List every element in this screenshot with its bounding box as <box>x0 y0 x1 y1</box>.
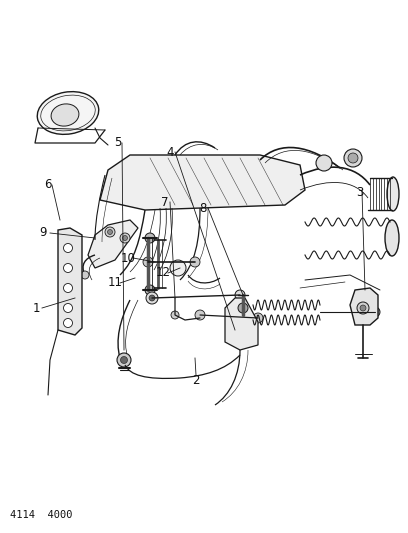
Circle shape <box>344 149 362 167</box>
Text: 4114  4000: 4114 4000 <box>10 510 73 520</box>
Circle shape <box>316 155 332 171</box>
Circle shape <box>360 305 366 311</box>
Circle shape <box>117 353 131 367</box>
Circle shape <box>145 285 155 295</box>
Polygon shape <box>100 155 305 210</box>
Text: 11: 11 <box>107 277 122 289</box>
Text: 8: 8 <box>200 201 207 214</box>
Circle shape <box>348 153 358 163</box>
Circle shape <box>238 303 248 313</box>
Circle shape <box>190 257 200 267</box>
Circle shape <box>253 313 263 323</box>
Text: 2: 2 <box>192 374 200 386</box>
Circle shape <box>357 302 369 314</box>
Circle shape <box>64 319 73 327</box>
Ellipse shape <box>387 177 399 211</box>
Circle shape <box>120 357 127 364</box>
Ellipse shape <box>51 104 79 126</box>
Ellipse shape <box>37 92 99 134</box>
Polygon shape <box>350 288 378 325</box>
Circle shape <box>143 257 153 267</box>
Circle shape <box>81 271 89 279</box>
Circle shape <box>146 292 158 304</box>
Text: 7: 7 <box>161 196 169 208</box>
Circle shape <box>64 284 73 293</box>
Circle shape <box>107 230 113 235</box>
Circle shape <box>64 303 73 312</box>
Circle shape <box>120 233 130 243</box>
Circle shape <box>235 290 245 300</box>
Circle shape <box>64 244 73 253</box>
Circle shape <box>64 263 73 272</box>
Text: 1: 1 <box>32 302 40 314</box>
Circle shape <box>370 307 380 317</box>
Polygon shape <box>225 298 258 350</box>
Text: 6: 6 <box>44 179 52 191</box>
Text: 4: 4 <box>166 146 174 158</box>
Circle shape <box>105 227 115 237</box>
Circle shape <box>195 310 205 320</box>
Text: 10: 10 <box>120 252 135 264</box>
Circle shape <box>170 260 186 276</box>
Ellipse shape <box>385 220 399 256</box>
Circle shape <box>145 233 155 243</box>
Polygon shape <box>88 220 138 268</box>
Text: 9: 9 <box>39 227 47 239</box>
Polygon shape <box>58 228 82 335</box>
Circle shape <box>122 236 127 240</box>
Circle shape <box>149 295 155 301</box>
Text: 12: 12 <box>155 266 171 279</box>
Circle shape <box>171 311 179 319</box>
Text: 5: 5 <box>114 136 122 149</box>
Text: 3: 3 <box>356 185 364 198</box>
